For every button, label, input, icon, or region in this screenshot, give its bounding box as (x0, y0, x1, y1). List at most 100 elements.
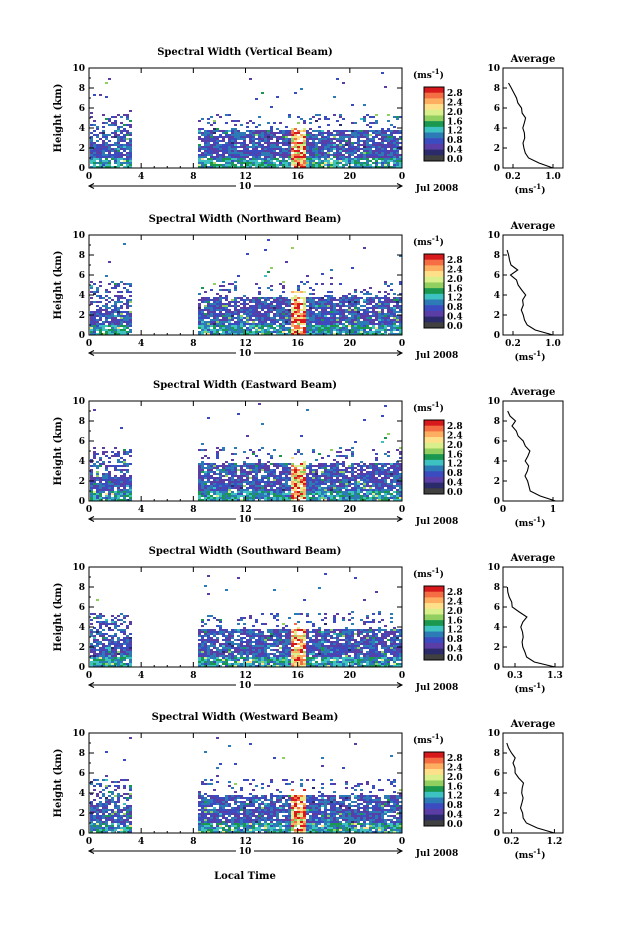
heatmap-cell (372, 297, 375, 299)
heatmap-cell (210, 289, 213, 291)
heatmap-cell (390, 479, 393, 481)
heatmap-cell (315, 309, 318, 311)
heatmap-cell (270, 158, 273, 160)
heatmap-cell (270, 471, 273, 473)
heatmap-cell (348, 449, 351, 451)
heatmap-cell (303, 463, 306, 465)
heatmap-cell (114, 148, 117, 150)
heatmap-cell (363, 477, 366, 479)
heatmap-cell (393, 327, 396, 329)
heatmap-cell (399, 146, 402, 148)
heatmap-cell (117, 323, 120, 325)
heatmap-cell (255, 481, 258, 483)
heatmap-cell (357, 132, 360, 134)
heatmap-cell (360, 297, 363, 299)
heatmap-cell (321, 142, 324, 144)
heatmap-cell (249, 136, 252, 138)
heatmap-cell (339, 160, 342, 162)
heatmap-cell (261, 463, 264, 465)
heatmap-cell (288, 499, 291, 501)
y-tick-label: 6 (79, 104, 85, 114)
heatmap-cell (297, 479, 300, 481)
heatmap-cell (240, 333, 243, 335)
heatmap-cell (204, 299, 207, 301)
heatmap-cell (276, 481, 279, 483)
heatmap-cell (93, 283, 96, 285)
heatmap-cell (225, 156, 228, 158)
heatmap-cell (309, 122, 312, 124)
heatmap-cell (123, 473, 126, 475)
heatmap-cell (198, 493, 201, 495)
heatmap-cell (201, 481, 204, 483)
heatmap-cell (258, 293, 261, 295)
heatmap-cell (282, 297, 285, 299)
colorbar-swatch (424, 109, 444, 116)
heatmap-cell (300, 148, 303, 150)
heatmap-cell (228, 289, 231, 291)
heatmap-cell (234, 479, 237, 481)
heatmap-cell (288, 305, 291, 307)
heatmap-cell (258, 287, 261, 289)
heatmap-cell (288, 130, 291, 132)
heatmap-cell (231, 120, 234, 122)
heatmap-cell (117, 156, 120, 158)
heatmap-cell (297, 483, 300, 485)
heatmap-cell (222, 327, 225, 329)
heatmap-cell (315, 136, 318, 138)
heatmap-cell (99, 307, 102, 309)
heatmap-cell (207, 491, 210, 493)
heatmap-cell (198, 465, 201, 467)
heatmap-cell (120, 661, 123, 663)
heatmap-cell (261, 485, 264, 487)
heatmap-cell (258, 154, 261, 156)
heatmap-cell (267, 287, 270, 289)
heatmap-cell (384, 325, 387, 327)
heatmap-cell (249, 483, 252, 485)
heatmap-cell (288, 313, 291, 315)
heatmap-cell (201, 499, 204, 501)
heatmap-cell (279, 315, 282, 317)
heatmap-cell (342, 329, 345, 331)
heatmap-cell (117, 148, 120, 150)
heatmap-cell (312, 481, 315, 483)
heatmap-cell (204, 449, 207, 451)
heatmap-cell (372, 146, 375, 148)
heatmap-cell (288, 164, 291, 166)
heatmap-cell (288, 319, 291, 321)
heatmap-cell (399, 142, 402, 144)
heatmap-cell (210, 323, 213, 325)
heatmap-cell (207, 489, 210, 491)
heatmap-cell (303, 134, 306, 136)
heatmap-cell (114, 130, 117, 132)
heatmap-cell (204, 301, 207, 303)
heatmap-cell (204, 491, 207, 493)
heatmap-cell (318, 126, 321, 128)
heatmap-cell (117, 651, 120, 653)
heatmap-cell (339, 311, 342, 313)
heatmap-cell (246, 481, 249, 483)
heatmap-cell (204, 471, 207, 473)
heatmap-cell (327, 313, 330, 315)
heatmap-cell (123, 317, 126, 319)
heatmap-cell (231, 491, 234, 493)
heatmap-cell (222, 315, 225, 317)
heatmap-cell (117, 327, 120, 329)
heatmap-cell (114, 303, 117, 305)
heatmap-cell (201, 483, 204, 485)
heatmap-cell (123, 465, 126, 467)
heatmap-cell (336, 164, 339, 166)
heatmap-cell (213, 142, 216, 144)
heatmap-cell (384, 497, 387, 499)
heatmap-cell (201, 317, 204, 319)
heatmap-cell (330, 269, 333, 271)
heatmap-cell (399, 321, 402, 323)
heatmap-cell (261, 166, 264, 168)
heatmap-cell (270, 331, 273, 333)
heatmap-cell (378, 150, 381, 152)
heatmap-cell (378, 144, 381, 146)
heatmap-cell (255, 162, 258, 164)
heatmap-cell (339, 162, 342, 164)
heatmap-cell (351, 146, 354, 148)
heatmap-cell (237, 130, 240, 132)
heatmap-cell (240, 499, 243, 501)
